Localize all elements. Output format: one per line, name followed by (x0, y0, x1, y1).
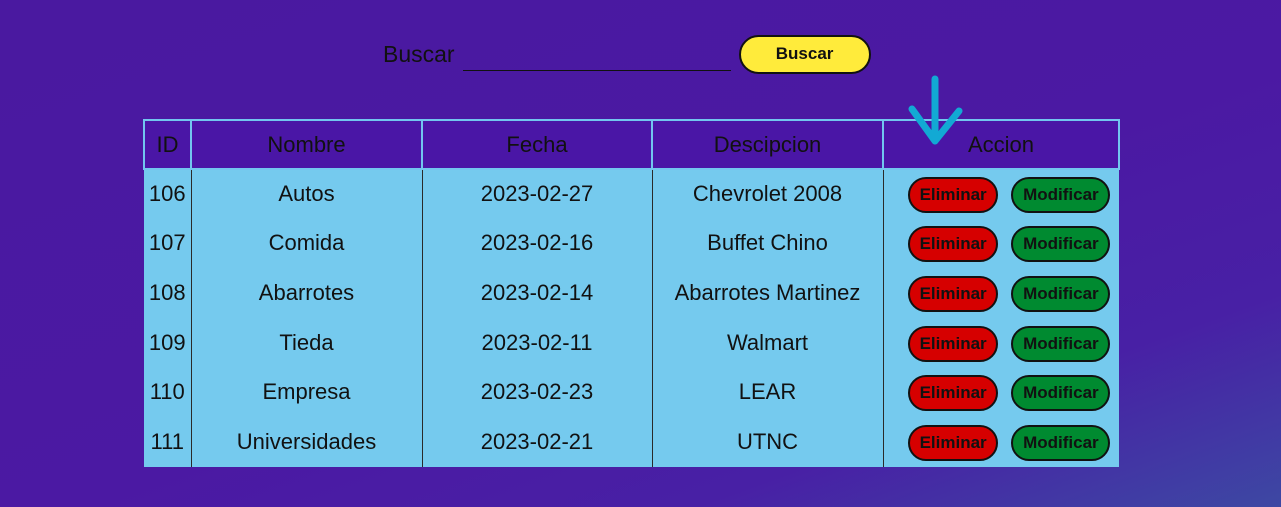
cell-descripcion: UTNC (651, 416, 884, 467)
edit-button[interactable]: Modificar (1011, 424, 1111, 461)
cell-accion: Eliminar Modificar (882, 367, 1120, 417)
edit-button[interactable]: Modificar (1011, 275, 1111, 312)
cell-id: 106 (144, 169, 192, 219)
row-actions: Eliminar Modificar (884, 274, 1120, 312)
cell-fecha: 2023-02-16 (421, 218, 653, 269)
edit-button[interactable]: Modificar (1011, 226, 1111, 263)
table-header-row: ID Nombre Fecha Descipcion Accion (143, 119, 1120, 170)
delete-button[interactable]: Eliminar (908, 375, 999, 412)
search-button[interactable]: Buscar (738, 34, 871, 74)
delete-button[interactable]: Eliminar (908, 226, 999, 263)
table-row: 109 Tieda 2023-02-11 Walmart Eliminar Modific… (144, 317, 1120, 368)
cell-descripcion: Buffet Chino (651, 218, 884, 269)
records-table-wrapper: ID Nombre Fecha Descipcion Accion 106 Aut… (143, 119, 1120, 468)
delete-button[interactable]: Eliminar (908, 424, 999, 461)
table-row: 106 Autos 2023-02-27 Chevrolet 2008 Eliminar… (144, 169, 1119, 219)
cell-descripcion: Walmart (651, 317, 884, 368)
cell-id: 108 (144, 268, 192, 318)
cell-fecha: 2023-02-21 (421, 416, 653, 467)
cell-nombre: Comida (190, 218, 423, 269)
cell-accion: Eliminar Modificar (882, 317, 1120, 368)
cell-id: 111 (144, 416, 192, 467)
delete-button[interactable]: Eliminar (908, 275, 999, 312)
cell-fecha: 2023-02-11 (421, 317, 653, 368)
cell-accion: Eliminar Modificar (882, 416, 1120, 467)
cell-accion: Eliminar Modificar (882, 268, 1120, 318)
row-actions: Eliminar Modificar (884, 175, 1120, 214)
arrow-down-icon (908, 75, 963, 145)
table-row: 107 Comida 2023-02-16 Buffet Chino Eliminar M… (144, 218, 1120, 269)
column-header-id: ID (143, 119, 192, 170)
cell-fecha: 2023-02-23 (421, 367, 653, 417)
cell-nombre: Abarrotes (190, 268, 423, 318)
cell-fecha: 2023-02-14 (421, 268, 653, 318)
table-row: 108 Abarrotes 2023-02-14 Abarrotes Martinez… (144, 268, 1119, 318)
cell-id: 110 (144, 367, 192, 417)
row-actions: Eliminar Modificar (884, 373, 1120, 412)
cell-id: 109 (144, 317, 192, 368)
table-row: 110 Empresa 2023-02-23 LEAR Eliminar Modifica… (144, 367, 1119, 417)
edit-button[interactable]: Modificar (1011, 375, 1111, 412)
search-label: Buscar (383, 40, 455, 67)
row-actions: Eliminar Modificar (884, 423, 1120, 461)
cell-accion: Eliminar Modificar (882, 169, 1120, 219)
cell-id: 107 (144, 218, 192, 269)
cell-accion: Eliminar Modificar (882, 218, 1120, 269)
delete-button[interactable]: Eliminar (908, 325, 999, 362)
records-table: ID Nombre Fecha Descipcion Accion 106 Aut… (143, 119, 1120, 467)
cell-nombre: Universidades (190, 416, 423, 467)
cell-descripcion: LEAR (651, 367, 884, 417)
cell-nombre: Tieda (190, 317, 423, 368)
delete-button[interactable]: Eliminar (908, 177, 999, 214)
row-actions: Eliminar Modificar (884, 224, 1120, 263)
column-header-descripcion: Descipcion (651, 119, 884, 170)
cell-descripcion: Abarrotes Martinez (651, 268, 884, 318)
table-body: 106 Autos 2023-02-27 Chevrolet 2008 Eliminar… (144, 169, 1119, 467)
row-actions: Eliminar Modificar (884, 324, 1120, 362)
edit-button[interactable]: Modificar (1011, 177, 1111, 214)
cell-nombre: Empresa (190, 367, 423, 417)
cell-fecha: 2023-02-27 (421, 169, 653, 219)
column-header-fecha: Fecha (421, 119, 653, 170)
cell-nombre: Autos (190, 169, 423, 219)
search-bar: Buscar Buscar (383, 34, 871, 74)
search-input[interactable] (462, 43, 731, 71)
table-row: 111 Universidades 2023-02-21 UTNC Eliminar Mo… (144, 416, 1120, 467)
cell-descripcion: Chevrolet 2008 (651, 169, 884, 219)
edit-button[interactable]: Modificar (1011, 325, 1111, 362)
column-header-nombre: Nombre (190, 119, 423, 170)
